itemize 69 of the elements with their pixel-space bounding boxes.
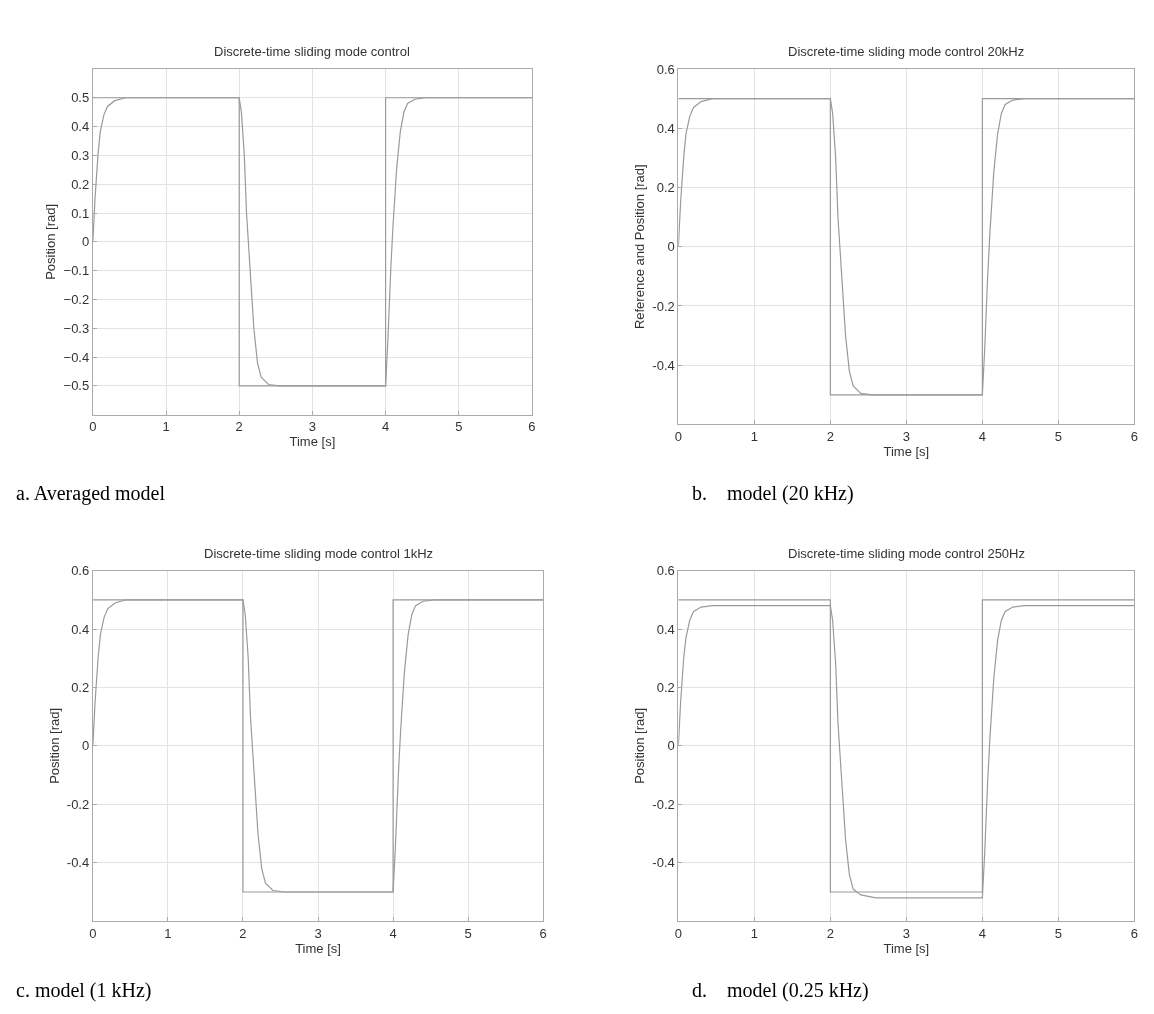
x-axis-title: Time [s] [883,940,930,956]
x-tick-label: 3 [314,925,322,941]
y-tick-label: 0.4 [656,621,675,637]
y-tick-label: -0.2 [652,298,675,314]
y-tick-label: −0.1 [63,263,90,279]
x-tick-label: 3 [902,429,910,445]
x-tick-label: 5 [1054,925,1062,941]
y-axis-title: Reference and Position [rad] [632,164,648,330]
x-tick-label: 6 [528,419,536,435]
x-tick-label: 4 [978,429,986,445]
y-tick-label: -0.4 [652,855,675,871]
x-axis-title: Time [s] [289,434,336,450]
y-tick-label: 0.2 [656,180,675,196]
y-tick-label: 0.4 [656,120,675,136]
y-tick-label: 0.4 [71,621,90,637]
y-tick-label: 0.2 [71,680,90,695]
x-tick-label: 3 [902,925,910,941]
x-tick-label: 2 [235,419,243,435]
y-tick-label: 0.6 [656,563,675,579]
y-tick-label: -0.4 [652,357,675,373]
y-tick-label: −0.2 [63,292,90,308]
text: d. model (0.25 kHz) [692,979,869,1002]
y-tick-label: −0.3 [63,320,90,336]
y-tick-label: 0 [81,738,90,754]
y-tick-label: 0.4 [71,119,90,135]
x-tick-label: 4 [389,925,397,941]
y-tick-label: 0.3 [71,147,90,163]
x-axis-title: Time [s] [883,444,930,460]
chart-title: Discrete-time sliding mode control 1kHz [204,546,434,561]
chart-title: Discrete-time sliding mode control [214,44,410,59]
chart-title: Discrete-time sliding mode control 20kHz [788,44,1025,59]
y-tick-label: 0.5 [71,90,90,106]
x-tick-label: 2 [826,925,834,941]
x-tick-label: 5 [464,925,472,941]
x-tick-label: 6 [539,925,547,941]
y-tick-label: −0.4 [63,349,90,365]
x-tick-label: 4 [381,419,390,435]
y-tick-label: −0.5 [63,378,90,394]
y-tick-label: 0 [81,234,90,250]
y-axis-title: Position [rad] [43,203,59,280]
x-tick-label: 5 [455,419,463,435]
y-tick-label: 0.6 [71,563,90,579]
x-tick-label: 6 [1130,925,1138,941]
y-tick-label: 0 [667,738,675,754]
x-tick-label: 2 [826,429,834,445]
text: b. model (20 kHz) [692,482,854,505]
y-tick-label: 0.2 [71,176,90,192]
chart-title: Discrete-time sliding mode control 250Hz [788,546,1025,561]
x-tick-label: 1 [164,925,172,941]
y-tick-label: -0.2 [66,796,90,812]
x-tick-label: 3 [308,419,317,435]
y-axis-title: Position [rad] [46,707,62,784]
y-tick-label: 0 [667,239,675,255]
text: c. model (1 kHz) [16,979,152,1002]
x-tick-label: 1 [750,925,758,941]
x-tick-label: 2 [239,925,247,941]
y-tick-label: -0.2 [652,796,675,812]
x-axis-title: Time [s] [295,940,341,956]
x-tick-label: 4 [978,925,986,941]
y-tick-label: 0.1 [71,205,90,221]
x-tick-label: 1 [162,419,170,435]
y-tick-label: -0.4 [66,855,90,871]
x-tick-label: 5 [1054,429,1062,445]
y-tick-label: 0.2 [656,680,675,695]
y-tick-label: 0.6 [656,61,675,77]
x-tick-label: 1 [750,429,758,445]
text: a. Averaged model [16,482,166,505]
y-axis-title: Position [rad] [632,707,648,784]
x-tick-label: 6 [1130,429,1138,445]
